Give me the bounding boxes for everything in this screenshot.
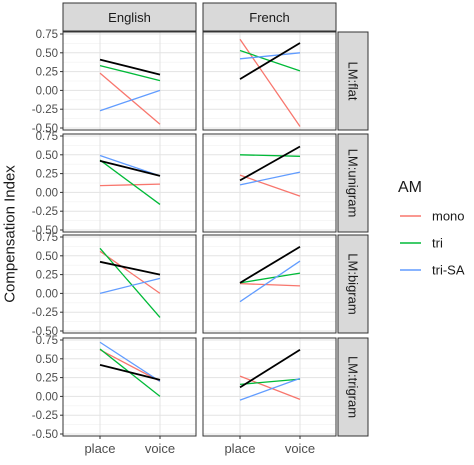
series-line-tri — [99, 159, 161, 205]
facet-strip-label: LM:trigram — [346, 356, 361, 418]
y-tick-label: 0.75 — [36, 131, 58, 143]
panel-lm-trigram-english — [62, 337, 197, 437]
x-tick-label: voice — [145, 441, 175, 456]
y-tick-label: 0.50 — [36, 150, 58, 162]
legend: AM mono tri tri-SA — [398, 179, 465, 278]
series-line-tri — [239, 272, 301, 284]
series-line-black — [99, 58, 161, 76]
y-tick-label: -0.50 — [32, 225, 58, 237]
y-tick-label: 0.50 — [36, 354, 58, 366]
facet-strip-lm-unigram — [337, 133, 369, 233]
series-line-tri-SA — [239, 52, 301, 60]
series-line-tri-SA — [239, 260, 301, 303]
y-tick-label: -0.50 — [32, 429, 58, 441]
panel-lm-flat-french — [202, 31, 337, 131]
panel-border — [202, 337, 337, 437]
series-line-black — [99, 363, 161, 381]
series-line-mono — [239, 174, 301, 197]
facet-strip-label: LM:unigram — [346, 149, 361, 218]
panel-border — [202, 133, 337, 233]
facet-strip-label: LM:flat — [346, 61, 361, 100]
panel-border — [62, 133, 197, 233]
facet-strip-lm-flat — [337, 31, 369, 131]
y-tick-label: 0.25 — [36, 169, 58, 181]
x-tick-label: voice — [285, 441, 315, 456]
panel-border — [202, 234, 337, 334]
facet-strip-label: LM:bigram — [346, 253, 361, 314]
panel-lm-bigram-english — [62, 234, 197, 334]
series-line-mono — [99, 349, 161, 382]
y-tick-label: 0.00 — [36, 85, 58, 97]
y-tick-label: -0.50 — [32, 123, 58, 135]
series-line-tri — [99, 247, 161, 318]
panel-border — [62, 31, 197, 131]
panel-lm-unigram-english — [62, 133, 197, 233]
x-tick-label: place — [224, 441, 255, 456]
panel-lm-flat-english — [62, 31, 197, 131]
y-tick-label: 0.25 — [36, 373, 58, 385]
series-line-tri-SA — [99, 89, 161, 112]
series-line-black — [99, 159, 161, 177]
series-line-tri-SA — [99, 277, 161, 295]
y-tick-label: 0.75 — [36, 232, 58, 244]
facet-strip-label: English — [108, 10, 151, 25]
y-tick-label: 0.25 — [36, 67, 58, 79]
legend-label: tri-SA — [432, 263, 465, 278]
legend-title: AM — [398, 179, 422, 196]
facet-strip-label: French — [249, 10, 289, 25]
y-tick-label: 0.25 — [36, 270, 58, 282]
y-tick-label: 0.75 — [36, 29, 58, 41]
series-line-mono — [239, 282, 301, 287]
panel-lm-bigram-french — [202, 234, 337, 334]
facet-strip-lm-bigram — [337, 234, 369, 334]
y-tick-label: 0.50 — [36, 251, 58, 263]
series-line-tri — [239, 154, 301, 157]
y-tick-label: -0.25 — [32, 307, 58, 319]
legend-label: mono — [432, 209, 465, 224]
y-tick-label: -0.25 — [32, 410, 58, 422]
series-line-mono — [99, 183, 161, 187]
panel-border — [62, 337, 197, 437]
panel-lm-trigram-french — [202, 337, 337, 437]
series-line-tri-SA — [239, 377, 301, 401]
panel-border — [202, 31, 337, 131]
series-line-tri-SA — [239, 171, 301, 186]
y-tick-label: 0.00 — [36, 288, 58, 300]
series-line-tri — [239, 378, 301, 386]
facet-strip-french — [202, 2, 337, 32]
facet-strip-english — [62, 2, 197, 32]
y-axis-title: Compensation Index — [2, 165, 19, 303]
panel-border — [62, 234, 197, 334]
y-tick-label: -0.25 — [32, 104, 58, 116]
series-line-black — [99, 260, 161, 276]
y-tick-label: 0.00 — [36, 391, 58, 403]
series-line-tri-SA — [99, 341, 161, 382]
x-tick-label: place — [84, 441, 115, 456]
y-tick-label: 0.00 — [36, 187, 58, 199]
series-line-black — [239, 349, 301, 389]
facet-strip-lm-trigram — [337, 337, 369, 437]
y-tick-label: -0.50 — [32, 326, 58, 338]
y-tick-label: -0.25 — [32, 206, 58, 218]
series-line-mono — [99, 72, 161, 125]
y-tick-label: 0.75 — [36, 335, 58, 347]
series-line-mono — [239, 375, 301, 401]
series-line-black — [239, 246, 301, 284]
panel-lm-unigram-french — [202, 133, 337, 233]
series-line-black — [239, 145, 301, 182]
y-tick-label: 0.50 — [36, 48, 58, 60]
series-line-tri — [99, 64, 161, 82]
series-line-black — [239, 42, 301, 80]
series-line-mono — [99, 250, 161, 294]
legend-label: tri — [432, 236, 443, 251]
